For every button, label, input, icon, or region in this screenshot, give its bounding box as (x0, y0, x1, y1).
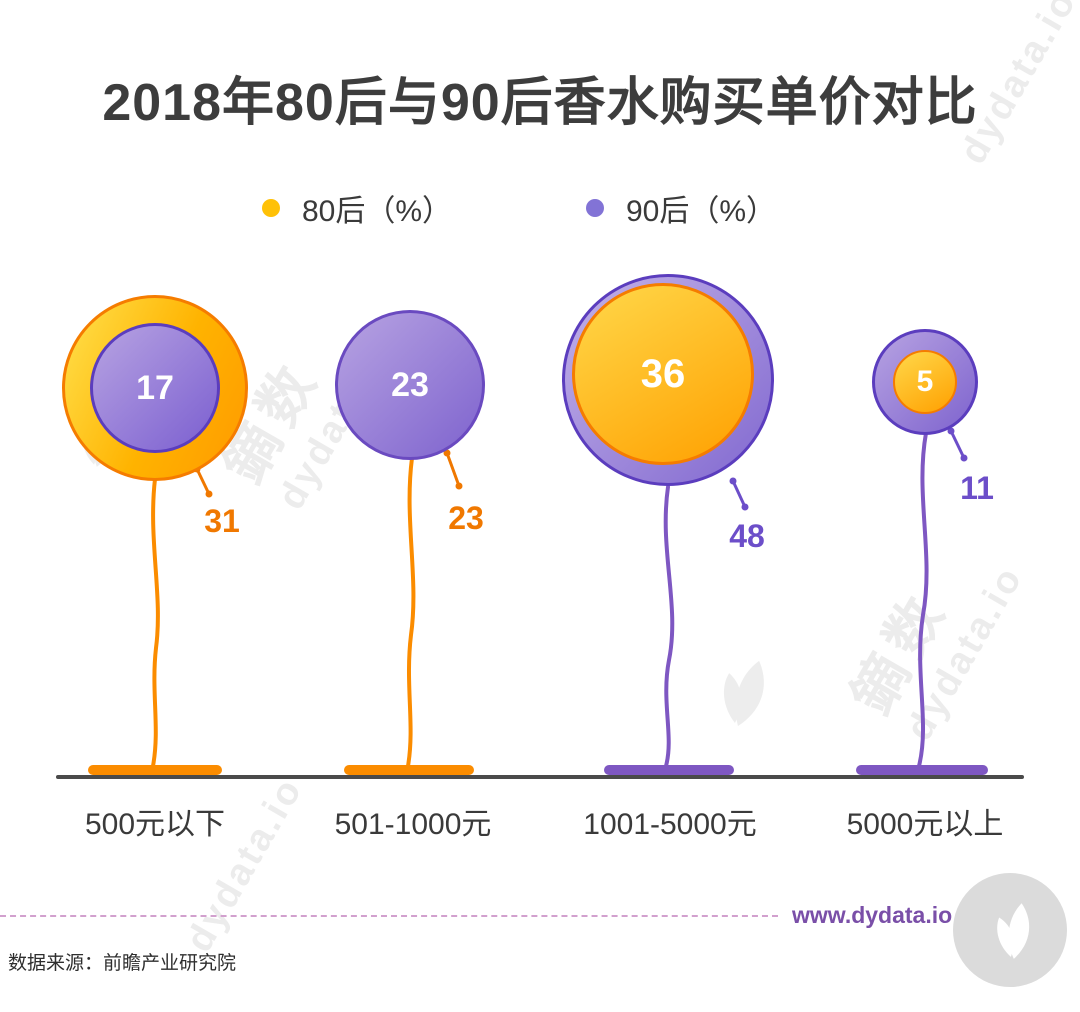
category-label-1: 500元以下 (84, 808, 226, 841)
balloon-stem-3 (663, 485, 675, 768)
category-label-3: 1001-5000元 (583, 808, 757, 841)
callout-connector-2 (443, 449, 463, 490)
balloon-stem-2 (406, 456, 416, 768)
petal-shape (735, 660, 764, 726)
legend-dot-80s-icon (262, 199, 280, 217)
balloon-bases (88, 765, 988, 775)
brand-petal-icon (997, 903, 1030, 959)
petal-shape (1008, 903, 1030, 959)
petal-shape (997, 917, 1014, 957)
balloon-2-callout-value: 23 (448, 500, 484, 536)
balloon-stem-1 (151, 477, 160, 768)
balloon-2-circle-90s: 23 (335, 310, 485, 460)
legend-label-90s: 90后（%） (626, 195, 777, 228)
balloon-base-3 (604, 765, 734, 775)
legend-label-80s: 80后（%） (302, 195, 453, 228)
watermark-petal-icon (723, 660, 764, 726)
balloon-base-2 (344, 765, 474, 775)
balloon-3-inner-value: 36 (640, 352, 686, 396)
balloon-1-inner-value: 17 (136, 369, 174, 407)
category-label-2: 501-1000元 (334, 808, 492, 841)
petal-shape (723, 673, 742, 723)
legend-dot-90s-icon (586, 199, 604, 217)
balloon-4-callout-value: 11 (960, 470, 994, 506)
callout-connector-4 (947, 427, 968, 462)
balloon-1-callout-value: 31 (204, 503, 240, 539)
balloon-base-4 (856, 765, 988, 775)
legend-item-90s: 90后（%） (586, 186, 776, 230)
balloon-4-inner-circle-80s: 5 (893, 350, 957, 414)
balloon-3-inner-circle-80s: 36 (572, 283, 754, 465)
balloon-4-inner-value: 5 (916, 365, 934, 398)
balloon-base-1 (88, 765, 222, 775)
footer-url: www.dydata.io (792, 902, 953, 928)
data-source-text: 数据来源：前瞻产业研究院 (8, 953, 237, 974)
callout-connector-3 (729, 477, 749, 511)
legend-item-80s: 80后（%） (262, 186, 452, 230)
watermark-brand-block: 鏑数 dydata.io (828, 518, 1032, 748)
category-label-4: 5000元以上 (846, 808, 1004, 841)
page-title: 2018年80后与90后香水购买单价对比 (102, 74, 978, 132)
brand-logo (953, 873, 1067, 987)
footer-divider (0, 915, 778, 917)
balloon-1-inner-circle-90s: 17 (90, 323, 220, 453)
balloon-2-inner-value: 23 (391, 366, 429, 404)
balloon-3-callout-value: 48 (729, 518, 765, 554)
